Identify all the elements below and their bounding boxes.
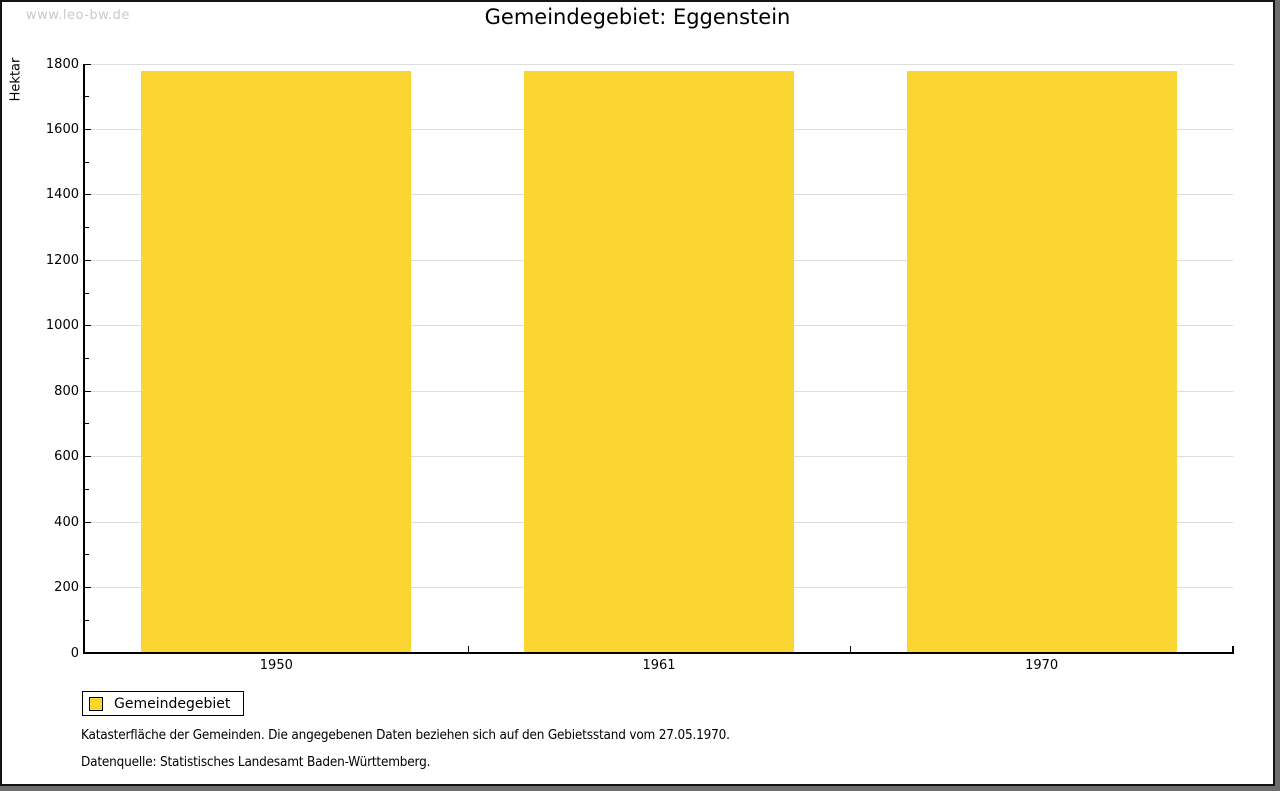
- y-tick-label: 200: [54, 580, 79, 596]
- y-tick: [85, 259, 91, 261]
- y-minor-tick: [85, 358, 89, 359]
- x-tick-label: 1961: [642, 658, 676, 673]
- bar: [524, 70, 794, 653]
- y-tick: [85, 521, 91, 523]
- y-minor-tick: [85, 619, 89, 621]
- y-minor-tick: [85, 96, 89, 98]
- y-tick-label: 0: [70, 645, 79, 661]
- y-tick: [85, 194, 91, 196]
- chart-title: Gemeindegebiet: Eggenstein: [484, 5, 791, 29]
- legend-swatch: [89, 696, 103, 711]
- y-tick-label: 1200: [45, 252, 79, 268]
- y-tick: [85, 325, 91, 327]
- y-tick-label: 800: [54, 383, 79, 399]
- y-tick-label: 600: [54, 449, 79, 465]
- x-tick-label: 1970: [1025, 658, 1059, 673]
- category-boundary-tick: [850, 646, 852, 652]
- y-tick-label: 400: [54, 514, 79, 530]
- y-minor-tick: [85, 227, 89, 229]
- gridline: [85, 63, 1233, 65]
- x-axis-line: [83, 652, 1234, 654]
- watermark: www.leo-bw.de: [26, 8, 130, 23]
- y-minor-tick: [85, 161, 89, 163]
- y-tick: [85, 390, 91, 392]
- x-tick-label: 1950: [259, 658, 293, 673]
- y-minor-tick: [85, 554, 89, 556]
- legend-label: Gemeindegebiet: [114, 695, 231, 712]
- y-axis-line: [83, 64, 85, 654]
- y-minor-tick: [85, 292, 89, 294]
- y-tick: [85, 128, 91, 130]
- footnote-data-source: Datenquelle: Statistisches Landesamt Bad…: [81, 755, 431, 770]
- bar: [906, 70, 1177, 653]
- y-tick: [85, 63, 91, 65]
- bar: [141, 70, 412, 653]
- y-minor-tick: [85, 488, 89, 490]
- legend: Gemeindegebiet: [82, 691, 245, 716]
- y-tick-label: 1800: [45, 56, 79, 72]
- category-boundary-tick: [467, 646, 469, 652]
- footnote-source-description: Katasterfläche der Gemeinden. Die angege…: [81, 728, 730, 743]
- y-tick-label: 1600: [45, 121, 79, 137]
- y-minor-tick: [85, 423, 89, 425]
- y-tick: [85, 587, 91, 589]
- y-tick-label: 1400: [45, 187, 79, 203]
- y-tick-label: 1000: [45, 318, 79, 334]
- y-tick: [85, 456, 91, 458]
- x-axis-end-tick: [1232, 646, 1234, 654]
